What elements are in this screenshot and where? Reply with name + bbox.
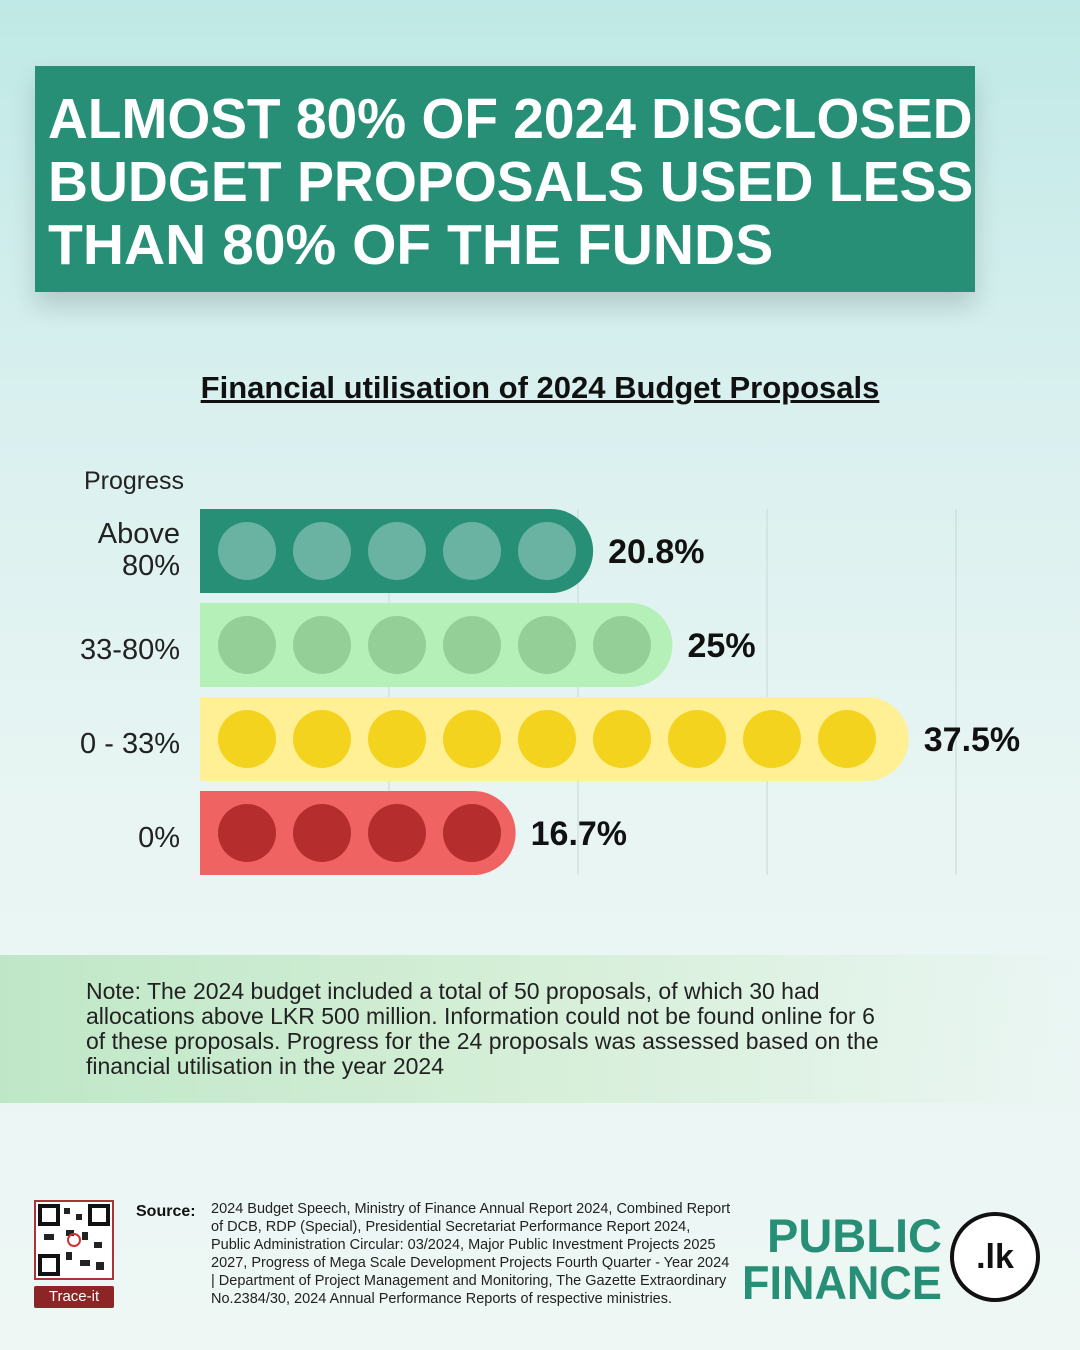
headline-line: BUDGET PROPOSALS USED LESS bbox=[48, 150, 974, 214]
headline-banner: ALMOST 80% OF 2024 DISCLOSED BUDGET PROP… bbox=[35, 66, 975, 292]
chart-title: Financial utilisation of 2024 Budget Pro… bbox=[200, 370, 880, 405]
proposal-dot bbox=[518, 710, 576, 768]
proposal-dot bbox=[518, 616, 576, 674]
data-label: 20.8% bbox=[608, 533, 704, 571]
proposal-dot bbox=[293, 804, 351, 862]
data-label: 37.5% bbox=[924, 721, 1020, 759]
bar bbox=[200, 791, 516, 875]
proposal-dot bbox=[518, 522, 576, 580]
headline-line: ALMOST 80% OF 2024 DISCLOSED bbox=[48, 87, 973, 151]
proposal-dot bbox=[593, 616, 651, 674]
proposal-dot bbox=[368, 804, 426, 862]
proposal-dot bbox=[368, 522, 426, 580]
proposal-dot bbox=[368, 616, 426, 674]
source-label: Source: bbox=[136, 1203, 196, 1220]
proposal-dot bbox=[818, 710, 876, 768]
logo-seal: .lk bbox=[950, 1212, 1040, 1302]
proposal-dot bbox=[443, 616, 501, 674]
note-panel: Note: The 2024 budget included a total o… bbox=[0, 955, 1080, 1103]
proposal-dot bbox=[218, 522, 276, 580]
proposal-dot bbox=[218, 804, 276, 862]
proposal-dot bbox=[293, 710, 351, 768]
bar-chart: 20.8% 25% 37.5% 16.7% bbox=[200, 509, 1020, 875]
headline-line: THAN 80% OF THE FUNDS bbox=[48, 213, 774, 277]
data-label: 16.7% bbox=[531, 815, 627, 853]
proposal-dot bbox=[368, 710, 426, 768]
category-label: 0% bbox=[138, 822, 180, 854]
proposal-dot bbox=[293, 522, 351, 580]
logo-line: PUBLIC bbox=[767, 1209, 942, 1262]
note-text: Note: The 2024 budget included a total o… bbox=[86, 978, 879, 1079]
proposal-dot bbox=[443, 710, 501, 768]
proposal-dot bbox=[443, 522, 501, 580]
category-label: 33-80% bbox=[80, 634, 180, 666]
proposal-dot bbox=[743, 710, 801, 768]
logo: PUBLIC FINANCE bbox=[742, 1212, 947, 1306]
y-axis-label: Progress bbox=[84, 467, 185, 495]
proposal-dot bbox=[593, 710, 651, 768]
proposal-dot bbox=[668, 710, 726, 768]
proposal-dot bbox=[218, 710, 276, 768]
source-text: 2024 Budget Speech, Ministry of Finance … bbox=[211, 1201, 731, 1307]
proposal-dot bbox=[218, 616, 276, 674]
proposal-dot bbox=[293, 616, 351, 674]
qr-icon bbox=[38, 1204, 110, 1276]
category-label: Above 80% bbox=[97, 518, 180, 582]
qr-code[interactable] bbox=[34, 1200, 114, 1280]
trace-it-button[interactable]: Trace-it bbox=[34, 1286, 114, 1308]
data-label: 25% bbox=[688, 627, 756, 665]
category-label: 0 - 33% bbox=[80, 728, 180, 760]
proposal-dot bbox=[443, 804, 501, 862]
logo-line: FINANCE bbox=[742, 1256, 942, 1309]
